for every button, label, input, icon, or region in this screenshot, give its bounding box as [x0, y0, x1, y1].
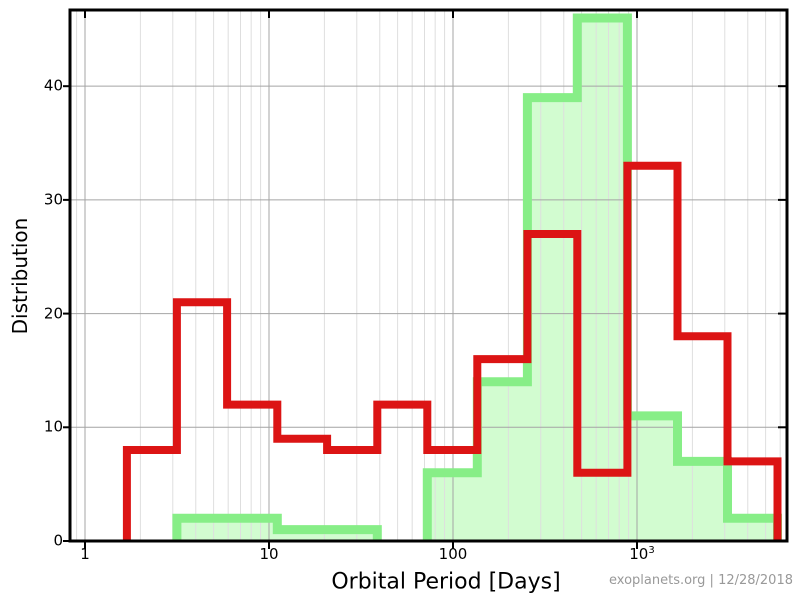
x-tick-label: 100 — [438, 545, 468, 563]
x-tick-label: 1 — [80, 545, 90, 563]
y-axis-label: Distribution — [8, 217, 32, 335]
y-tick-label: 40 — [43, 76, 63, 95]
green-filled-histogram — [172, 513, 382, 541]
x-tick-label: 103 — [629, 545, 655, 563]
y-tick-label: 30 — [43, 190, 63, 209]
y-tick-label: 0 — [53, 531, 63, 550]
plot-border — [68, 8, 789, 543]
watermark-text: exoplanets.org | 12/28/2018 — [609, 573, 793, 588]
x-axis-label: Orbital Period [Days] — [331, 569, 561, 595]
red-outline-histogram — [122, 161, 782, 541]
green-filled-histogram-fill — [427, 18, 778, 541]
y-tick-label: 10 — [43, 417, 63, 436]
x-tick-label: 10 — [259, 545, 279, 563]
y-tick-label: 20 — [43, 304, 63, 323]
